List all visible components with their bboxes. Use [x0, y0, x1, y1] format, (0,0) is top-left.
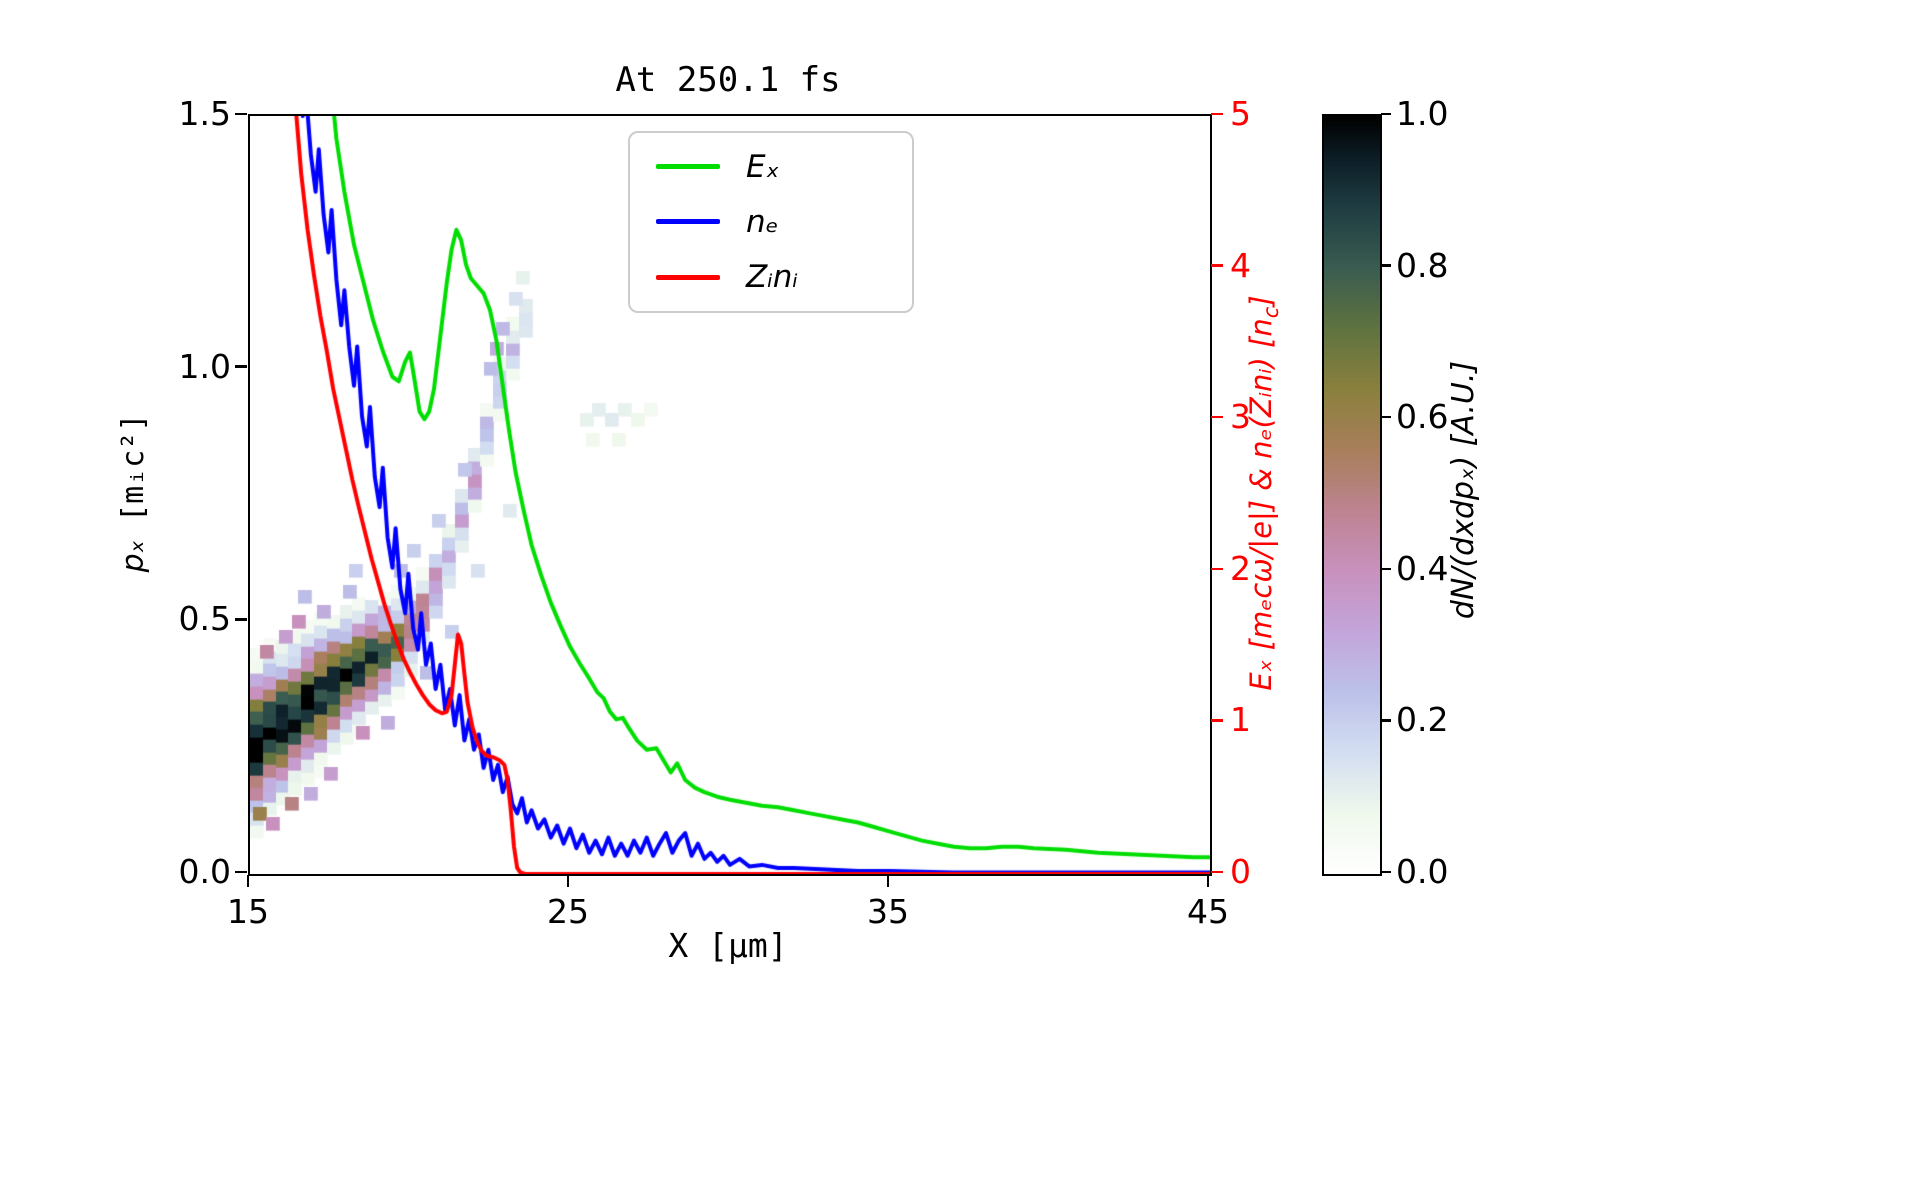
x-tick	[886, 875, 890, 887]
y-left-tick-label: 0.5	[178, 599, 231, 639]
y-right-tick-label: 5	[1230, 94, 1251, 133]
y-right-tick-label: 4	[1230, 245, 1251, 285]
colorbar-tick	[1381, 719, 1391, 722]
y-left-tick	[235, 618, 247, 621]
x-tick-label: 15	[227, 892, 269, 931]
colorbar-tick-label: 1.0	[1396, 94, 1449, 133]
legend: Eₓ nₑ Zᵢnᵢ	[628, 131, 914, 313]
y-left-tick-label: 1.5	[178, 94, 231, 133]
x-tick-label: 25	[547, 892, 589, 931]
y-left-tick	[235, 870, 247, 874]
x-axis-label: X [μm]	[668, 926, 788, 965]
y-right-tick	[1211, 870, 1223, 874]
y-right-label-sub: c	[1258, 306, 1283, 319]
x-tick-label: 35	[867, 892, 909, 931]
legend-line-zini-icon	[656, 274, 720, 280]
y-left-label-math: pₓ	[116, 540, 151, 573]
colorbar-tick	[1381, 415, 1391, 419]
legend-line-ne-icon	[656, 219, 720, 225]
y-left-tick	[235, 365, 247, 368]
legend-label-ex: Eₓ	[746, 148, 780, 185]
y-left-label-unit: [mᵢc²]	[116, 413, 151, 541]
colorbar-tick	[1381, 567, 1391, 571]
colorbar-label: dN/(dxdpₓ) [A.U.]	[1446, 360, 1481, 620]
colorbar-tick	[1381, 870, 1391, 874]
colorbar-tick-label: 0.8	[1396, 245, 1449, 285]
x-tick	[566, 875, 570, 887]
y-left-tick	[235, 112, 247, 116]
colorbar	[1322, 114, 1382, 876]
legend-line-ex-icon	[656, 164, 720, 170]
y-right-tick	[1211, 415, 1223, 419]
legend-label-ne: nₑ	[746, 203, 779, 240]
y-right-tick-label: 0	[1230, 852, 1251, 891]
y-left-tick-label: 1.0	[178, 346, 231, 386]
legend-entry-ex: Eₓ	[630, 149, 912, 185]
colorbar-tick-label: 0.0	[1396, 852, 1449, 891]
x-tick	[1206, 875, 1210, 887]
colorbar-gradient-canvas	[1324, 116, 1380, 874]
colorbar-tick-label: 0.4	[1396, 548, 1449, 588]
y-right-tick	[1211, 112, 1223, 116]
y-right-tick	[1211, 567, 1223, 571]
chart-title: At 250.1 fs	[615, 60, 841, 100]
legend-label-zini: Zᵢnᵢ	[746, 259, 798, 296]
y-right-label-main: Eₓ [mₑcω/|e|] & nₑ(Zᵢnᵢ) [n	[1244, 318, 1278, 691]
colorbar-tick	[1381, 264, 1391, 267]
legend-entry-ne: nₑ	[630, 204, 912, 240]
colorbar-tick-label: 0.6	[1396, 397, 1449, 437]
y-right-tick-label: 2	[1230, 548, 1251, 588]
x-tick-label: 45	[1187, 892, 1229, 931]
colorbar-tick-label: 0.2	[1396, 700, 1449, 740]
y-right-tick-label: 3	[1230, 397, 1251, 437]
y-right-tick	[1211, 264, 1223, 267]
legend-entry-zini: Zᵢnᵢ	[630, 259, 912, 295]
y-left-tick-label: 0.0	[178, 852, 231, 891]
y-right-label-end: ]	[1244, 295, 1278, 307]
x-tick	[246, 875, 250, 887]
y-right-tick	[1211, 719, 1223, 722]
y-right-tick-label: 1	[1230, 700, 1251, 740]
colorbar-tick	[1381, 112, 1391, 116]
